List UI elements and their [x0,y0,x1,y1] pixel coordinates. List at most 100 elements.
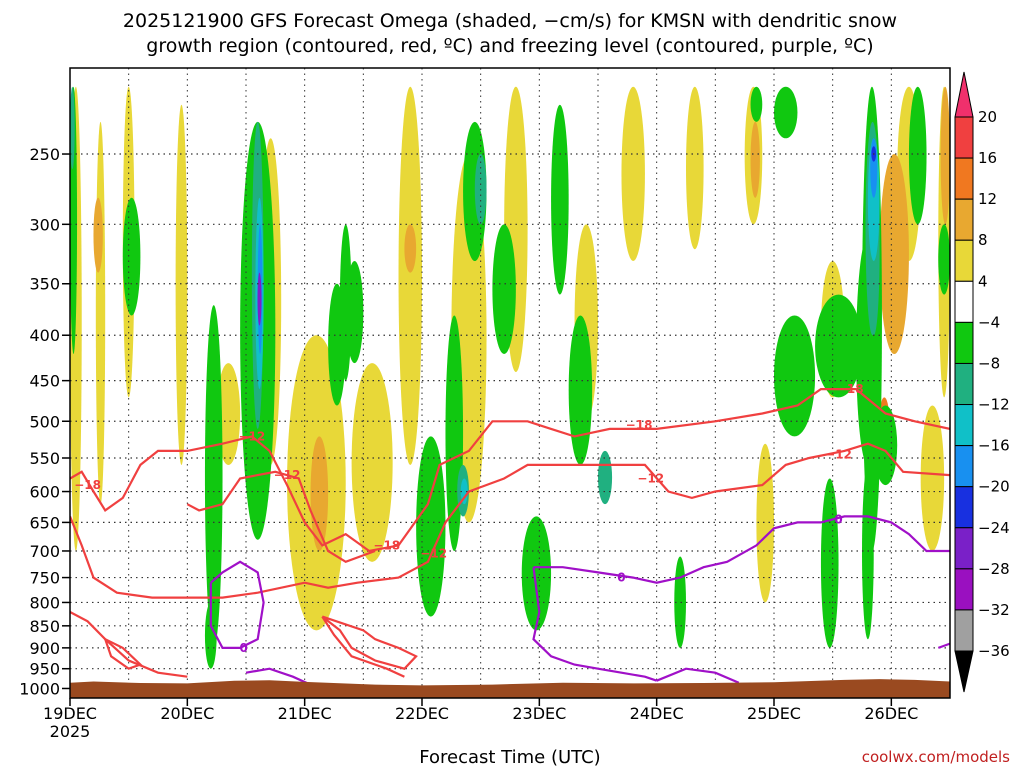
y-axis-ticks: 250 300 350 400 450 500 550 600 650 700 750 800 850 9… [19,145,70,698]
omega-blob-18 [920,405,945,551]
x-axis-ticks: 19DEC 20DEC 21DEC 22DEC 23DEC 24DEC 25DEC 26DEC [43,698,918,723]
dendritic-label-7: −18 [837,382,864,396]
colorbar-label-0: 20 [978,108,997,126]
colorbar-label-10: −24 [978,519,1010,537]
omega-blob-7 [351,363,393,562]
y-tick-label-4: 450 [29,372,60,391]
dendritic-label-2: −12 [274,468,301,482]
colorbar-box-7 [954,404,974,447]
colorbar-box-10 [954,527,974,570]
x-tick-label-7: 26DEC [864,704,918,723]
x-tick-label-2: 21DEC [278,704,332,723]
colorbar-label-4: 4 [978,272,988,290]
omega-blob-34 [345,261,364,364]
x-tick-label-1: 20DEC [160,704,214,723]
omega-blob-38 [492,224,516,355]
omega-blob-24 [940,86,950,225]
omega-blob-22 [404,224,417,273]
colorbar-box-5 [954,321,974,364]
dendritic-contour-4 [104,638,143,670]
x-tick-label-4: 23DEC [512,704,566,723]
y-tick-label-15: 1000 [19,679,60,698]
colorbar-label-2: 12 [978,190,997,208]
freezing-label-0: 0 [239,641,247,655]
freezing-contour-1 [532,567,658,682]
y-tick-label-8: 650 [29,513,60,532]
y-tick-label-13: 900 [29,639,60,658]
omega-blob-21 [93,197,103,273]
colorbar-label-5: −4 [978,313,1000,331]
colorbar-label-12: −32 [978,601,1010,619]
dendritic-contour-2 [186,470,376,564]
colorbar-label-6: −8 [978,354,1000,372]
dendritic-contour-1 [70,442,950,599]
colorbar-box-1 [954,157,974,200]
y-tick-label-0: 250 [29,145,60,164]
dendritic-label-4: −12 [420,547,447,561]
x-axis-label: Forecast Time (UTC) [419,747,600,768]
dendritic-label-1: −12 [238,429,265,443]
omega-blob-30 [204,305,223,648]
omega-blob-41 [568,315,593,465]
omega-blob-29 [122,197,141,316]
y-tick-label-6: 550 [29,449,60,468]
omega-blob-68 [257,272,262,326]
contour-lines: −18 −12 −12 −18 −12 −18 −12 −18 −12 0 0 0 [70,382,950,686]
x-tick-label-0: 19DEC [43,704,97,723]
y-tick-label-14: 950 [29,660,60,679]
x-tick-label-3: 22DEC [395,704,449,723]
dendritic-contour-0 [70,388,950,553]
colorbar-label-13: −36 [978,642,1010,660]
freezing-contour-2 [533,515,950,584]
omega-blob-3 [175,104,188,465]
omega-blob-15 [756,443,774,603]
dendritic-label-6: −12 [637,471,664,485]
colorbar-box-6 [954,362,974,406]
colorbar-box-4 [954,280,974,323]
omega-blob-53 [204,602,217,669]
colorbar-box-2 [954,198,974,241]
omega-blob-4 [216,363,241,465]
omega-blob-1 [95,121,106,505]
omega-blob-35 [416,436,446,617]
omega-blob-36 [445,315,464,551]
dendritic-label-8: −12 [825,447,852,461]
omega-blob-51 [938,224,950,295]
omega-blob-44 [774,86,798,139]
chart-title-line-2: growth region (contoured, red, ºC) and f… [146,35,873,57]
dendritic-contour-3 [70,611,188,678]
plot-frame [69,67,951,699]
omega-blob-59 [598,450,613,505]
omega-blob-25 [879,154,909,355]
colorbar: 20 16 12 8 4 −4 −8 −12 −16 −20 −24 −28 −32 −36 [954,71,1010,693]
colorbar-label-9: −20 [978,478,1010,496]
dendritic-label-0: −18 [74,478,101,492]
chart-title-line-1: 2025121900 GFS Forecast Omega (shaded, −… [123,10,897,32]
omega-blob-12 [621,86,645,262]
freezing-contour-3 [245,667,311,686]
colorbar-box-9 [954,486,974,529]
colorbar-label-11: −28 [978,560,1010,578]
omega-blob-54 [908,86,927,225]
omega-blob-43 [750,86,763,122]
colorbar-label-3: 8 [978,231,988,249]
y-tick-label-7: 600 [29,483,60,502]
omega-blob-64 [460,478,468,505]
colorbar-label-8: −16 [978,437,1010,455]
y-tick-label-12: 850 [29,617,60,636]
credit-text: coolwx.com/models [862,748,1010,766]
omega-blob-45 [774,315,816,437]
y-tick-label-5: 500 [29,412,60,431]
colorbar-box-3 [954,239,974,282]
omega-shading [70,86,950,669]
colorbar-box-0 [954,116,974,159]
dendritic-label-5: −18 [626,418,653,432]
omega-blob-8 [398,86,422,465]
y-tick-label-10: 750 [29,569,60,588]
colorbar-box-8 [954,445,974,488]
freezing-contour-0 [209,560,265,649]
freezing-contour-4 [656,667,740,684]
omega-blob-46 [815,294,862,398]
colorbar-box-12 [954,609,974,652]
